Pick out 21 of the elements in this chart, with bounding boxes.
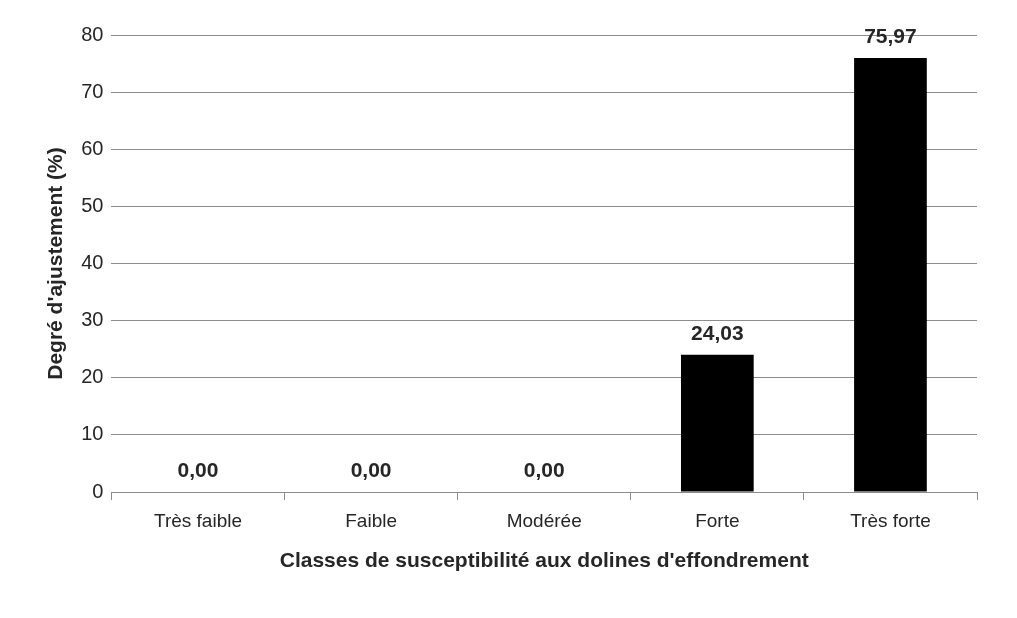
data-label: 0,00 [177, 458, 219, 482]
x-tick-label: Faible [345, 509, 397, 531]
x-tick-label: Forte [695, 509, 740, 531]
data-label: 0,00 [350, 458, 392, 482]
y-tick-label: 0 [92, 479, 104, 502]
y-tick-label: 30 [81, 308, 104, 331]
y-tick-label: 40 [81, 251, 104, 274]
data-label: 0,00 [523, 458, 565, 482]
y-tick-label: 20 [81, 365, 104, 388]
y-tick-label: 70 [81, 79, 104, 102]
data-label: 24,03 [691, 321, 744, 345]
x-axis-title: Classes de susceptibilité aux dolines d'effondrement [279, 548, 809, 572]
y-tick-label: 80 [81, 22, 104, 45]
y-tick-label: 60 [81, 136, 104, 159]
y-tick-label: 50 [81, 193, 104, 216]
y-axis-title: Degré d'ajustement (%) [43, 147, 67, 380]
x-tick-label: Modérée [506, 509, 582, 531]
y-tick-label: 10 [81, 422, 104, 445]
x-tick-label: Très faible [154, 509, 242, 531]
x-tick-label: Très forte [850, 509, 931, 531]
data-label: 75,97 [864, 24, 917, 48]
